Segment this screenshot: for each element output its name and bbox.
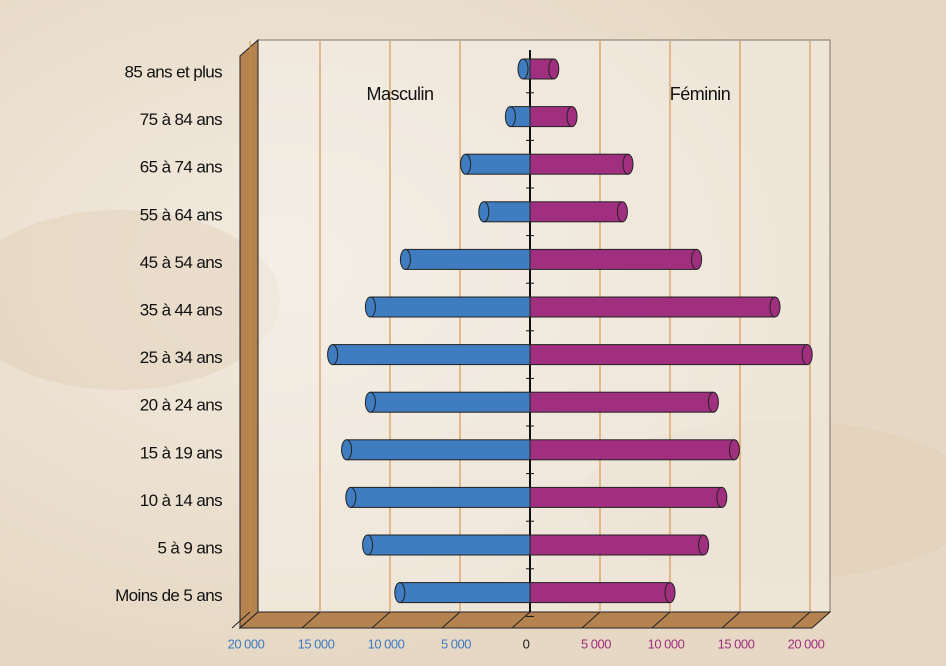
- bar-cap: [345, 486, 357, 508]
- tick-mark: [371, 611, 391, 629]
- bar-cap: [399, 248, 411, 270]
- bar-cap: [478, 201, 490, 223]
- bar-cap: [622, 153, 634, 175]
- bar: [399, 582, 531, 604]
- bar: [350, 486, 531, 508]
- marble-texture: [0, 210, 280, 390]
- bar-cap: [664, 582, 676, 604]
- x-tick-label: 15 000: [298, 636, 335, 651]
- bar: [346, 439, 531, 461]
- plot-back-wall: [257, 39, 831, 613]
- bar: [465, 153, 531, 175]
- category-label: 65 à 74 ans: [140, 158, 222, 177]
- category-label: 5 à 9 ans: [157, 538, 222, 557]
- tick-mark: [441, 611, 461, 629]
- tick-mark: [651, 611, 671, 629]
- bar-cap: [566, 106, 578, 128]
- category-label: 75 à 84 ans: [140, 110, 222, 129]
- bar-cap: [394, 582, 406, 604]
- x-tick-label: 15 000: [718, 636, 755, 651]
- bar-cap: [548, 58, 560, 80]
- x-tick-label: 5 000: [581, 636, 611, 651]
- bar: [367, 534, 531, 556]
- x-tick-label: 0: [523, 636, 530, 651]
- bar-cap: [716, 486, 728, 508]
- category-label: 15 à 19 ans: [140, 443, 222, 462]
- bar-cap: [801, 344, 813, 366]
- bar-cap: [362, 534, 374, 556]
- category-label: 85 ans et plus: [125, 62, 223, 81]
- bar: [529, 486, 723, 508]
- floor: [238, 611, 832, 629]
- bar-cap: [728, 439, 740, 461]
- bar-cap: [364, 296, 376, 318]
- plot: 20 000 15 000 10 000 5 000 0 5 000 10 000 15 00…: [115, 41, 825, 651]
- bar: [529, 439, 735, 461]
- x-tick-label: 5 000: [441, 636, 471, 651]
- bar: [369, 296, 531, 318]
- tick-mark: [791, 611, 811, 629]
- bar-cap: [691, 248, 703, 270]
- bar: [369, 391, 531, 413]
- bar-cap: [341, 439, 353, 461]
- bar-cap: [517, 58, 529, 80]
- category-label: 25 à 34 ans: [140, 348, 222, 367]
- tick-mark: [511, 611, 531, 629]
- category-label: 55 à 64 ans: [140, 205, 222, 224]
- bar-cap: [460, 153, 472, 175]
- bar: [332, 344, 531, 366]
- bar: [529, 534, 705, 556]
- left-wall: [239, 38, 259, 630]
- category-label: 35 à 44 ans: [140, 300, 222, 319]
- bar-cap: [327, 344, 339, 366]
- bar: [529, 106, 573, 128]
- series-label: Masculin: [366, 84, 433, 104]
- category-label: 20 à 24 ans: [140, 396, 222, 415]
- tick-mark: [301, 611, 321, 629]
- bar: [529, 344, 808, 366]
- bar: [529, 248, 698, 270]
- x-tick-label: 10 000: [648, 636, 685, 651]
- bar: [529, 391, 714, 413]
- series-label: Féminin: [670, 84, 731, 104]
- x-tick-label: 20 000: [228, 636, 265, 651]
- bar: [529, 153, 629, 175]
- bar: [529, 582, 671, 604]
- bar-cap: [707, 391, 719, 413]
- bar-cap: [616, 201, 628, 223]
- bar-cap: [698, 534, 710, 556]
- category-label: 45 à 54 ans: [140, 253, 222, 272]
- bar: [529, 201, 623, 223]
- bar-cap: [769, 296, 781, 318]
- tick-mark: [721, 611, 741, 629]
- bar: [404, 248, 531, 270]
- x-tick-label: 20 000: [788, 636, 825, 651]
- tick-mark: [231, 611, 251, 629]
- bar: [483, 201, 531, 223]
- tick-mark: [581, 611, 601, 629]
- bar-cap: [364, 391, 376, 413]
- bar-cap: [504, 106, 516, 128]
- category-label: 10 à 14 ans: [140, 491, 222, 510]
- bar: [529, 296, 776, 318]
- x-tick-label: 10 000: [368, 636, 405, 651]
- category-label: Moins de 5 ans: [115, 586, 222, 605]
